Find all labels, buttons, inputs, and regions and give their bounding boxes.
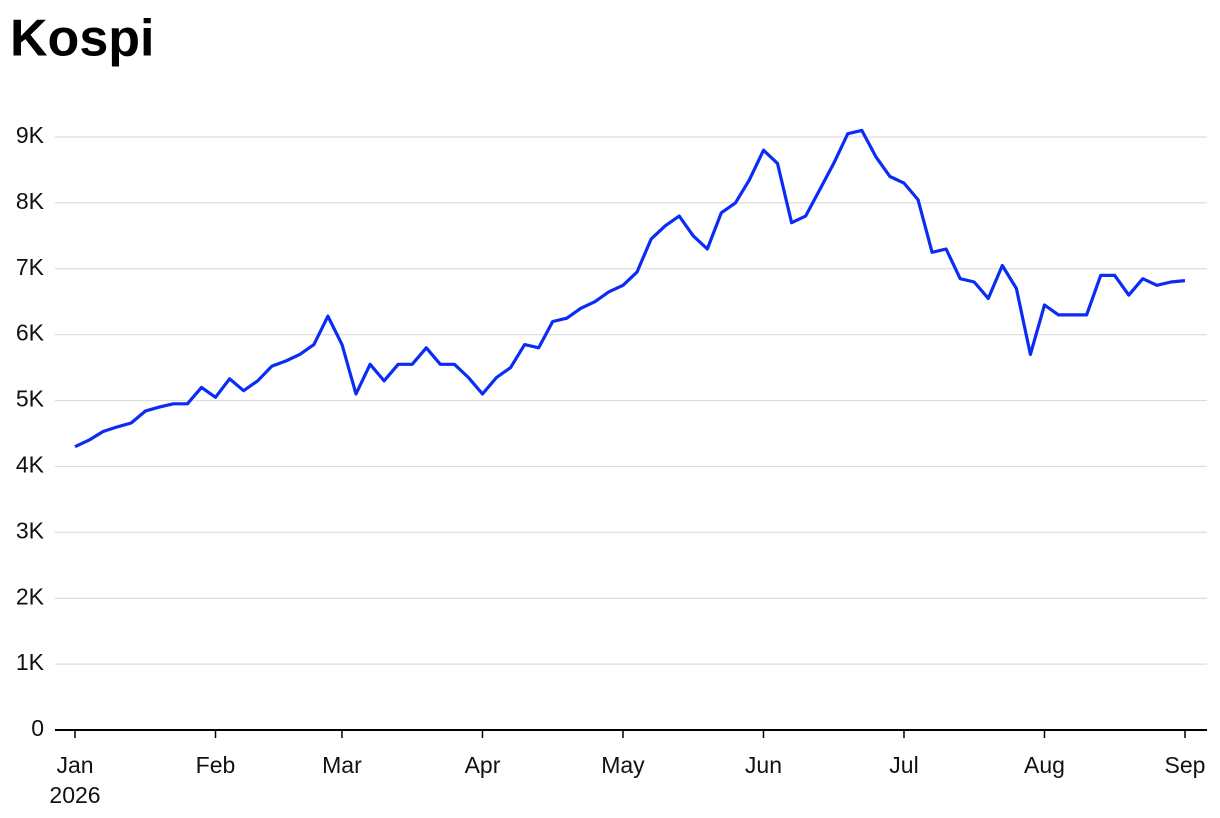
x-tick-label: Jul bbox=[889, 752, 918, 778]
y-tick-label: 6K bbox=[16, 320, 45, 346]
x-tick-label: Aug bbox=[1024, 752, 1065, 778]
x-tick-label: Feb bbox=[196, 752, 236, 778]
x-tick-label: Apr bbox=[465, 752, 501, 778]
x-tick-label: Jun bbox=[745, 752, 782, 778]
y-tick-label: 4K bbox=[16, 452, 45, 478]
y-tick-label: 9K bbox=[16, 122, 45, 148]
x-year-label: 2026 bbox=[49, 782, 100, 808]
x-tick-label: Sep bbox=[1165, 752, 1206, 778]
x-tick-label: May bbox=[601, 752, 645, 778]
y-tick-label: 2K bbox=[16, 583, 45, 609]
y-tick-label: 1K bbox=[16, 649, 45, 675]
y-tick-label: 5K bbox=[16, 386, 45, 412]
x-tick-label: Mar bbox=[322, 752, 362, 778]
data-line bbox=[74, 128, 1186, 449]
y-tick-label: 7K bbox=[16, 254, 45, 280]
y-tick-label: 0 bbox=[31, 715, 44, 741]
x-tick-label: Jan bbox=[56, 752, 93, 778]
y-tick-label: 8K bbox=[16, 188, 45, 214]
y-tick-label: 3K bbox=[16, 517, 45, 543]
chart-title: Kospi bbox=[10, 10, 154, 68]
